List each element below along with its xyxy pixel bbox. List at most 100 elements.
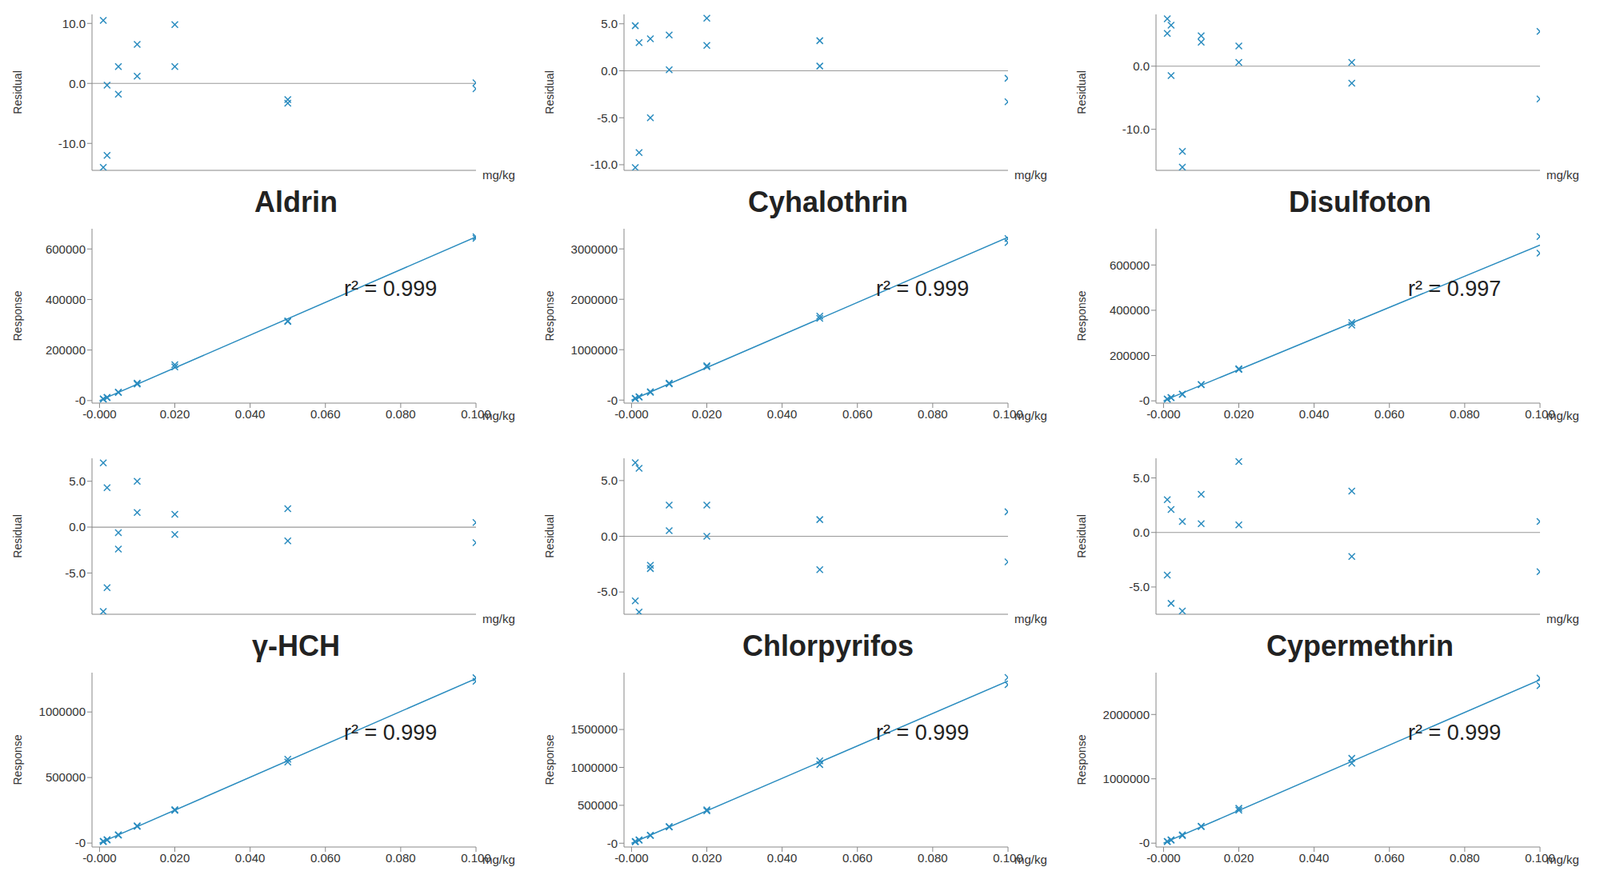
svg-text:mg/kg: mg/kg <box>1014 612 1048 626</box>
svg-text:0.040: 0.040 <box>1299 851 1330 865</box>
svg-text:Response: Response <box>1075 290 1088 341</box>
svg-text:0.020: 0.020 <box>160 407 191 421</box>
svg-text:5.0: 5.0 <box>68 474 86 488</box>
svg-text:0.080: 0.080 <box>385 407 416 421</box>
svg-text:-5.0: -5.0 <box>64 566 86 580</box>
svg-text:Response: Response <box>543 290 556 341</box>
svg-text:0.020: 0.020 <box>692 851 723 865</box>
html-text:Cypermethrin: Cypermethrin <box>1266 629 1454 663</box>
svg-text:mg/kg: mg/kg <box>1014 408 1048 423</box>
svg-text:-0: -0 <box>75 393 86 408</box>
svg-text:-0.000: -0.000 <box>82 851 117 865</box>
svg-text:-5.0: -5.0 <box>596 111 618 125</box>
svg-text:0.060: 0.060 <box>842 851 873 865</box>
svg-text:-0: -0 <box>607 393 618 408</box>
svg-text:500000: 500000 <box>45 770 86 784</box>
svg-text:0.060: 0.060 <box>842 407 873 421</box>
svg-text:5.0: 5.0 <box>600 16 618 31</box>
svg-text:-0: -0 <box>1139 836 1150 850</box>
svg-text:600000: 600000 <box>45 242 86 256</box>
svg-text:Response: Response <box>1075 734 1088 785</box>
svg-text:-5.0: -5.0 <box>596 584 618 599</box>
svg-text:0.080: 0.080 <box>385 851 416 865</box>
svg-text:mg/kg: mg/kg <box>1014 168 1048 182</box>
svg-text:Residual: Residual <box>1075 70 1088 114</box>
svg-text:-0.000: -0.000 <box>614 851 649 865</box>
svg-text:Response: Response <box>543 734 556 785</box>
svg-text:0.020: 0.020 <box>160 851 191 865</box>
svg-text:0.080: 0.080 <box>917 407 948 421</box>
svg-text:mg/kg: mg/kg <box>482 168 516 182</box>
html-text:Cyhalothrin: Cyhalothrin <box>748 185 908 219</box>
svg-text:1000000: 1000000 <box>571 343 618 357</box>
svg-text:Residual: Residual <box>11 514 24 558</box>
svg-text:0.040: 0.040 <box>235 851 266 865</box>
svg-text:0.020: 0.020 <box>1224 851 1255 865</box>
svg-text:0.0: 0.0 <box>68 76 86 91</box>
svg-text:3000000: 3000000 <box>571 242 618 256</box>
svg-text:2000000: 2000000 <box>1103 708 1150 722</box>
svg-text:mg/kg: mg/kg <box>1546 852 1580 867</box>
svg-text:10.0: 10.0 <box>62 16 86 31</box>
svg-text:Response: Response <box>11 290 24 341</box>
svg-text:mg/kg: mg/kg <box>482 852 516 867</box>
svg-text:-0: -0 <box>75 836 86 850</box>
svg-text:-10.0: -10.0 <box>1122 122 1150 136</box>
html-text:Disulfoton: Disulfoton <box>1288 185 1432 219</box>
svg-text:mg/kg: mg/kg <box>1546 408 1580 423</box>
html-text:Aldrin: Aldrin <box>254 185 338 219</box>
svg-text:0.080: 0.080 <box>1449 407 1480 421</box>
svg-text:1500000: 1500000 <box>571 722 618 736</box>
html-text:γ-HCH: γ-HCH <box>252 629 340 663</box>
svg-text:0.080: 0.080 <box>917 851 948 865</box>
svg-text:0.060: 0.060 <box>1374 407 1405 421</box>
svg-text:mg/kg: mg/kg <box>1014 852 1048 867</box>
svg-text:0.060: 0.060 <box>1374 851 1405 865</box>
svg-text:1000000: 1000000 <box>571 760 618 775</box>
svg-text:0.0: 0.0 <box>1132 525 1150 540</box>
svg-text:Residual: Residual <box>543 514 556 558</box>
svg-text:mg/kg: mg/kg <box>1546 612 1580 626</box>
svg-text:0.060: 0.060 <box>310 851 341 865</box>
svg-text:Residual: Residual <box>1075 514 1088 558</box>
svg-text:mg/kg: mg/kg <box>482 612 516 626</box>
html-text:Chlorpyrifos: Chlorpyrifos <box>742 629 914 663</box>
svg-text:200000: 200000 <box>1109 348 1150 363</box>
svg-text:5.0: 5.0 <box>600 473 618 488</box>
svg-text:400000: 400000 <box>1109 303 1150 317</box>
svg-text:200000: 200000 <box>45 343 86 357</box>
svg-text:0.020: 0.020 <box>692 407 723 421</box>
svg-text:0.080: 0.080 <box>1449 851 1480 865</box>
svg-text:1000000: 1000000 <box>39 704 86 719</box>
svg-text:-10.0: -10.0 <box>590 157 618 172</box>
svg-text:0.040: 0.040 <box>767 851 798 865</box>
svg-text:0.060: 0.060 <box>310 407 341 421</box>
svg-text:0.0: 0.0 <box>600 529 618 544</box>
svg-text:0.0: 0.0 <box>68 520 86 534</box>
svg-text:5.0: 5.0 <box>1132 471 1150 485</box>
svg-text:mg/kg: mg/kg <box>482 408 516 423</box>
svg-text:mg/kg: mg/kg <box>1546 168 1580 182</box>
svg-text:-0.000: -0.000 <box>82 407 117 421</box>
svg-text:0.0: 0.0 <box>1132 59 1150 73</box>
svg-text:-0.000: -0.000 <box>614 407 649 421</box>
svg-text:-0.000: -0.000 <box>1146 851 1181 865</box>
svg-text:0.040: 0.040 <box>235 407 266 421</box>
svg-text:400000: 400000 <box>45 292 86 307</box>
svg-text:600000: 600000 <box>1109 258 1150 272</box>
svg-text:0.0: 0.0 <box>600 64 618 78</box>
svg-text:-5.0: -5.0 <box>1128 580 1150 594</box>
svg-text:1000000: 1000000 <box>1103 772 1150 786</box>
svg-text:Response: Response <box>11 734 24 785</box>
svg-text:0.020: 0.020 <box>1224 407 1255 421</box>
svg-text:2000000: 2000000 <box>571 292 618 307</box>
svg-text:Residual: Residual <box>11 70 24 114</box>
svg-text:-10.0: -10.0 <box>58 136 86 151</box>
svg-text:500000: 500000 <box>577 798 618 812</box>
svg-text:0.040: 0.040 <box>767 407 798 421</box>
svg-text:0.040: 0.040 <box>1299 407 1330 421</box>
svg-text:-0: -0 <box>607 836 618 851</box>
svg-text:-0: -0 <box>1139 393 1150 408</box>
svg-text:Residual: Residual <box>543 70 556 114</box>
svg-text:-0.000: -0.000 <box>1146 407 1181 421</box>
